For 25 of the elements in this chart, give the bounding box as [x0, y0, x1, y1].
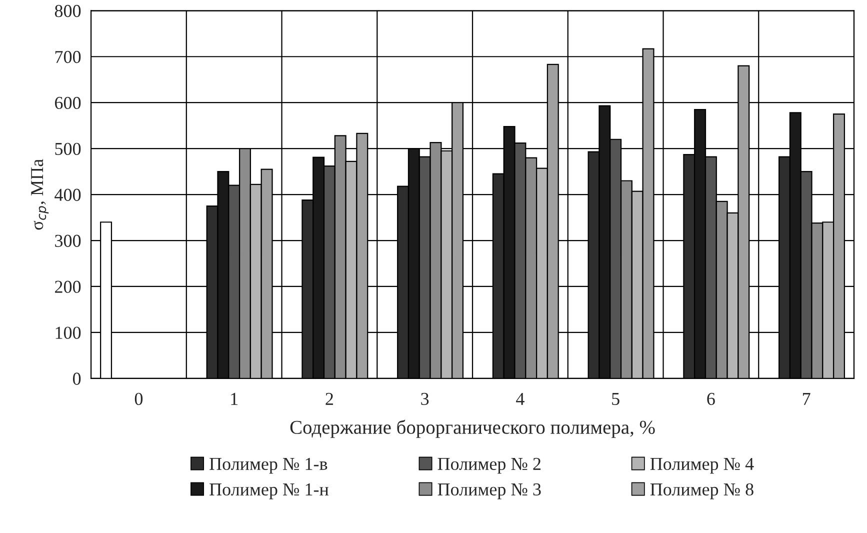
y-tick-label: 300: [55, 234, 81, 247]
y-tick-label: 400: [54, 188, 81, 201]
x-tick-label: 5: [612, 393, 620, 406]
y-tick-label: 100: [56, 326, 81, 339]
y-tick-label: 700: [55, 50, 81, 64]
x-tick-label: 3: [421, 392, 429, 406]
y-tick-label: 800: [54, 4, 81, 18]
legend-label: Полимер № 4: [650, 458, 754, 474]
x-tick-label: 0: [134, 392, 143, 406]
x-axis-title: Содержание борорганического полимера, %: [290, 420, 655, 438]
legend-label: Полимер № 3: [438, 483, 541, 500]
legend-label: Полимер № 1-в: [210, 458, 328, 474]
legend-label: Полимер № 1-н: [210, 483, 328, 500]
x-tick-label: 6: [707, 392, 715, 406]
x-tick-label: 7: [802, 393, 810, 405]
y-tick-label: 200: [55, 280, 81, 293]
legend-label: Полимер № 2: [438, 458, 541, 474]
legend-label: Полимер № 8: [650, 483, 754, 500]
x-tick-label: 4: [516, 392, 524, 405]
y-tick-label: 500: [55, 142, 81, 156]
x-tick-label: 1: [231, 392, 238, 405]
x-tick-label: 2: [326, 392, 333, 405]
y-tick-label: 0: [72, 372, 81, 385]
y-tick-label: 600: [55, 96, 81, 110]
y-axis-title: σ$_{ср}$, МПа: [31, 159, 49, 230]
